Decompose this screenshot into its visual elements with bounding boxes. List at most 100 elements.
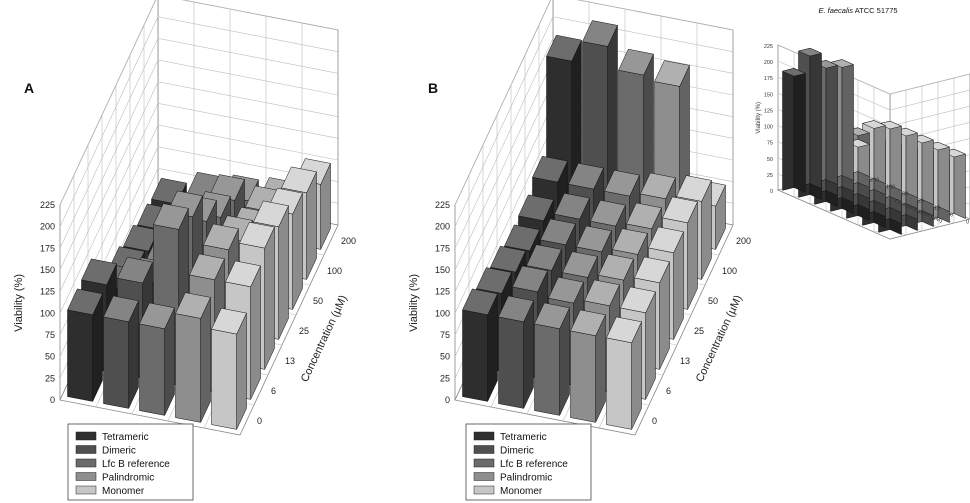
inset-title-species: E. faecalis	[818, 6, 853, 15]
inset-bar-side	[905, 127, 918, 198]
panel-b-bar-front	[606, 337, 632, 430]
panel-b-bar-top	[576, 225, 612, 253]
inset-bar-side	[809, 47, 822, 189]
inset-bar-side	[921, 134, 934, 205]
panel-a-legend-label: Lfc B reference	[102, 459, 170, 470]
inset-ytick-label: 175	[764, 76, 773, 82]
panel-b-legend-label: Lfc B reference	[500, 459, 568, 470]
panel-b-bar-top	[584, 279, 620, 307]
inset-conc-tick-label: 13	[934, 206, 940, 212]
panel-a-ytick-label: 75	[45, 330, 55, 340]
panel-b-bar-top	[490, 245, 526, 273]
panel-a-conc-tick-label: 100	[327, 266, 342, 276]
panel-b-bar-top	[570, 309, 606, 337]
inset-ytick-label: 125	[764, 108, 773, 114]
inset-bar-side	[793, 67, 806, 193]
panel-b-bar-top	[532, 155, 568, 183]
panel-a-ytick-label: 150	[40, 265, 55, 275]
panel-a-ytick-label: 125	[40, 287, 55, 297]
inset-title-strain: ATCC 51775	[853, 6, 897, 15]
inset-ytick-label: 75	[767, 141, 773, 147]
inset-bar-top	[861, 120, 887, 129]
panel-b-bar-top	[540, 218, 576, 246]
panel-b-bar	[570, 309, 606, 423]
panel-a-bar-front	[103, 316, 129, 409]
panel-b-bar-top	[676, 175, 712, 202]
panel-a-legend-swatch	[75, 485, 97, 495]
panel-b-bar-top	[590, 199, 626, 227]
inset-bar-side	[889, 120, 902, 191]
panel-b-ytick-label: 150	[435, 265, 450, 275]
panel-b-bar-front	[498, 316, 524, 409]
panel-a-gridline	[59, 16, 339, 227]
panel-b-legend-label: Palindromic	[500, 473, 552, 484]
panel-a-ytick-label: 50	[45, 352, 55, 362]
panel-b-ylabel: Viability (%)	[408, 274, 420, 332]
panel-a-conc-tick-label: 200	[341, 236, 356, 246]
panel-b-bar-top	[606, 316, 642, 344]
panel-b-conc-tick-label: 6	[666, 386, 671, 396]
panel-a-bar-front	[67, 309, 93, 402]
panel-b-bar	[534, 302, 570, 416]
panel-a-bar-front	[139, 323, 165, 416]
panel-letter-a: A	[24, 80, 34, 96]
inset-ytick-label: 50	[767, 157, 773, 163]
panel-b-bar-top	[554, 192, 590, 220]
panel-b-bar-top	[512, 265, 548, 293]
panel-b-legend-swatch	[473, 485, 495, 495]
inset-conc-tick-label: 0	[966, 220, 969, 226]
panel-b-bar-front	[534, 323, 560, 416]
inset-bar-top	[781, 68, 807, 77]
panel-b-gridline	[454, 16, 734, 227]
panel-a-bar	[103, 295, 139, 409]
panel-b-bar-top	[626, 202, 662, 230]
panel-a-bar-top	[153, 203, 189, 230]
inset-ytick-label: 100	[764, 125, 773, 131]
panel-b-ytick-label: 75	[440, 330, 450, 340]
panel-b-bar-top	[518, 194, 554, 222]
panel-b-ytick-label: 0	[445, 395, 450, 405]
panel-b-legend-swatch	[473, 472, 495, 481]
panel-b-ytick-label: 225	[435, 200, 450, 210]
panel-a-ytick-label: 25	[45, 373, 55, 383]
inset-conc-tick-label: 25	[918, 199, 924, 205]
panel-b-bar	[498, 295, 534, 409]
inset-bar	[781, 67, 807, 193]
panel-b-bar-top	[546, 34, 582, 62]
panel-a-legend: Tetrameric Dimeric Lfc B reference Palindro…	[67, 423, 194, 501]
panel-a-legend-swatch	[75, 445, 97, 454]
panel-b-bar	[606, 316, 642, 430]
panel-b-bar-top	[562, 251, 598, 278]
panel-b-bar-top	[640, 172, 676, 200]
panel-a-legend-swatch	[75, 472, 97, 481]
panel-a-bar-side	[278, 205, 289, 340]
panel-a-bar-side	[250, 265, 261, 400]
panel-b-legend-swatch	[473, 458, 495, 468]
panel-b-legend-label: Dimeric	[500, 446, 534, 457]
panel-a-bar	[211, 307, 247, 430]
panel-b-gridline	[454, 0, 734, 206]
panel-b-chart: 0 25 50 75 100 125 150 175 200 225 Viability (%) 0 6…	[408, 0, 751, 436]
panel-a-bar-top	[239, 221, 275, 249]
panel-b-conc-tick-label: 100	[722, 266, 737, 276]
panel-a-gridline	[59, 59, 339, 271]
panel-a-bar-front	[175, 313, 201, 423]
panel-a-bar-top	[81, 258, 117, 286]
panel-a-ytick-label: 175	[40, 243, 55, 253]
panel-a-legend-label: Monomer	[102, 486, 145, 497]
panel-a-conc-tick-label: 6	[271, 386, 276, 396]
inset-ytick-label: 25	[767, 173, 773, 179]
panel-a-gridline	[59, 102, 339, 314]
panel-b-bar	[462, 288, 498, 402]
panel-b-legend-swatch	[473, 431, 495, 441]
panel-b-legend: Tetrameric Dimeric Lfc B reference Palindro…	[465, 423, 592, 501]
inset-ytick-label: 225	[764, 44, 773, 50]
panel-b-conc-tick-label: 25	[694, 326, 704, 336]
panel-letter-b: B	[428, 80, 438, 96]
panel-a-ylabel: Viability (%)	[13, 274, 25, 332]
panel-a-zlabel: Concentration (µM)	[299, 293, 350, 384]
panel-b-bar-front	[570, 330, 596, 423]
panel-a-chart: 0 25 50 75 100 125 150 175 200 225 Viability (%) 0 6…	[13, 0, 356, 436]
inset-bar-side	[825, 59, 838, 185]
